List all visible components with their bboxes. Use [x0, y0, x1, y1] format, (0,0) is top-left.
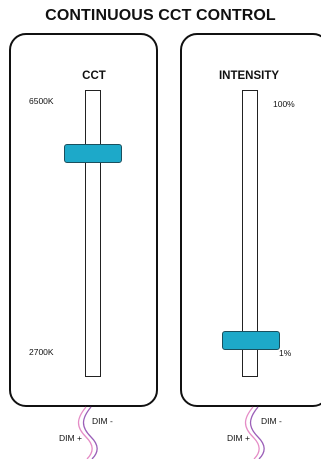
- intensity-slider-track[interactable]: [242, 90, 258, 377]
- cct-slider-track[interactable]: [85, 90, 101, 377]
- intensity-cable-icon: [244, 406, 265, 459]
- cct-slider-thumb[interactable]: [64, 143, 122, 163]
- cct-label: CCT: [82, 70, 106, 82]
- cct-dim-plus-label: DIM +: [59, 433, 82, 443]
- intensity-dim-plus-label: DIM +: [227, 433, 250, 443]
- page-title: CONTINUOUS CCT CONTROL: [45, 7, 276, 24]
- intensity-slider-thumb[interactable]: [222, 331, 280, 351]
- intensity-label: INTENSITY: [218, 70, 280, 82]
- cct-panel: CCT 6500K 2700K: [9, 33, 158, 407]
- intensity-dim-minus-label: DIM -: [261, 416, 282, 426]
- cct-dim-minus-label: DIM -: [92, 416, 113, 426]
- intensity-panel: INTENSITY 100% 1%: [180, 33, 321, 407]
- intensity-max-label: 100%: [273, 99, 295, 109]
- cct-min-label: 2700K: [29, 347, 54, 357]
- cct-cable-icon: [77, 406, 98, 459]
- cct-max-label: 6500K: [29, 96, 54, 106]
- intensity-min-label: 1%: [279, 348, 292, 358]
